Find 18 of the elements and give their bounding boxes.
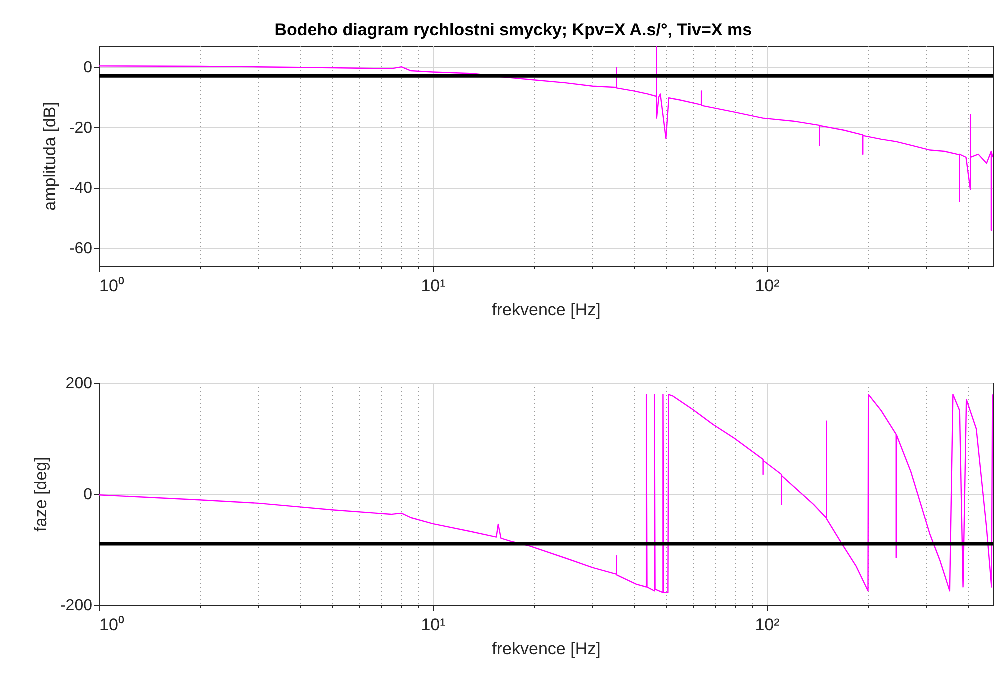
y-tick-label: -60: [69, 240, 93, 258]
x-tick-label: 10²: [755, 276, 780, 296]
y-tick-label: 0: [84, 486, 93, 504]
x-tick-label: 10²: [755, 616, 780, 634]
y-axis-title: amplituda [dB]: [40, 102, 60, 211]
x-axis-title: frekvence [Hz]: [492, 640, 601, 658]
x-tick-label: 10¹: [421, 616, 446, 634]
y-tick-label: 0: [84, 60, 93, 77]
x-axis-title: frekvence [Hz]: [492, 300, 601, 320]
y-tick-label: -200: [60, 598, 93, 614]
y-tick-label: -20: [69, 120, 93, 137]
x-tick-label: 10⁰: [100, 276, 124, 296]
y-tick-label: -40: [69, 180, 93, 198]
x-tick-label: 10¹: [421, 276, 446, 296]
y-axis-title: faze [deg]: [31, 457, 50, 532]
chart-title: Bodeho diagram rychlostni smycky; Kpv=X A.s/°, Tiv=X ms: [274, 20, 752, 40]
x-tick-label: 10⁰: [100, 616, 124, 634]
y-tick-label: 200: [66, 376, 93, 392]
